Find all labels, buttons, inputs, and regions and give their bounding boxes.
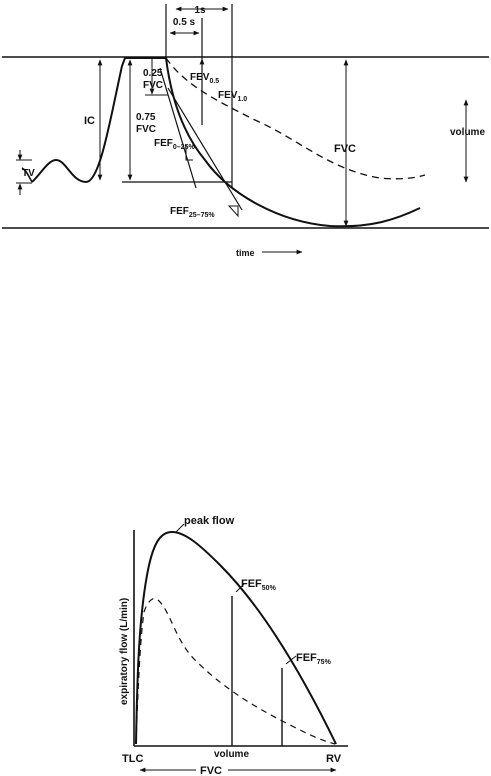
time-label: time: [236, 248, 255, 258]
three-quarter-fvc-unit: FVC: [136, 124, 156, 135]
ic-label: IC: [84, 115, 95, 127]
fef-0-25-tangent: [159, 67, 197, 189]
tlc-label: TLC: [122, 753, 143, 765]
fef50-label: FEF50%: [241, 578, 277, 592]
dashed-flow-curve: [135, 597, 336, 745]
flow-volume-curve: [135, 530, 337, 745]
fef-0-25-slope-marker: [185, 145, 193, 161]
quarter-fvc-num: 0.25: [143, 68, 163, 79]
fef-25-75-tangent: [167, 87, 243, 211]
one-second-label: 1s: [194, 5, 206, 16]
rv-label: RV: [326, 753, 342, 765]
flow-volume-diagram: peak flow FEF50% FEF75% expiratory flow …: [119, 515, 348, 776]
fef-25-75-slope-marker: [227, 205, 239, 218]
quarter-fvc-unit: FVC: [143, 80, 163, 91]
dashed-curve: [165, 57, 426, 180]
three-quarter-fvc-num: 0.75: [136, 112, 156, 123]
y-axis-label: expiratory flow (L/min): [119, 598, 130, 705]
volume-label: volume: [450, 127, 485, 138]
fef-0-25-label: FEF0–25%: [154, 138, 195, 151]
forced-expiration-curve: [31, 57, 421, 228]
fef75-leader: [285, 655, 297, 665]
x-axis-label: volume: [214, 749, 249, 760]
tidal-breathing-curve: [21, 167, 33, 183]
fev-half-label: FEV0.5: [190, 72, 219, 85]
fef75-label: FEF75%: [296, 652, 332, 666]
half-second-label: 0.5 s: [173, 17, 196, 28]
tv-label: TV: [22, 168, 35, 179]
fvc-label: FVC: [334, 143, 356, 155]
spirogram-diagram: 1s 0.5 s 0.25 FVC 0.75 FVC IC TV FEV0.5 …: [2, 4, 489, 258]
peak-flow-label: peak flow: [184, 515, 235, 527]
fef50-leader: [235, 583, 245, 593]
fev-one-label: FEV1.0: [218, 90, 247, 103]
peak-flow-leader: [175, 523, 185, 533]
bottom-fvc-label: FVC: [200, 765, 222, 776]
fef-25-75-label: FEF25–75%: [170, 206, 215, 219]
